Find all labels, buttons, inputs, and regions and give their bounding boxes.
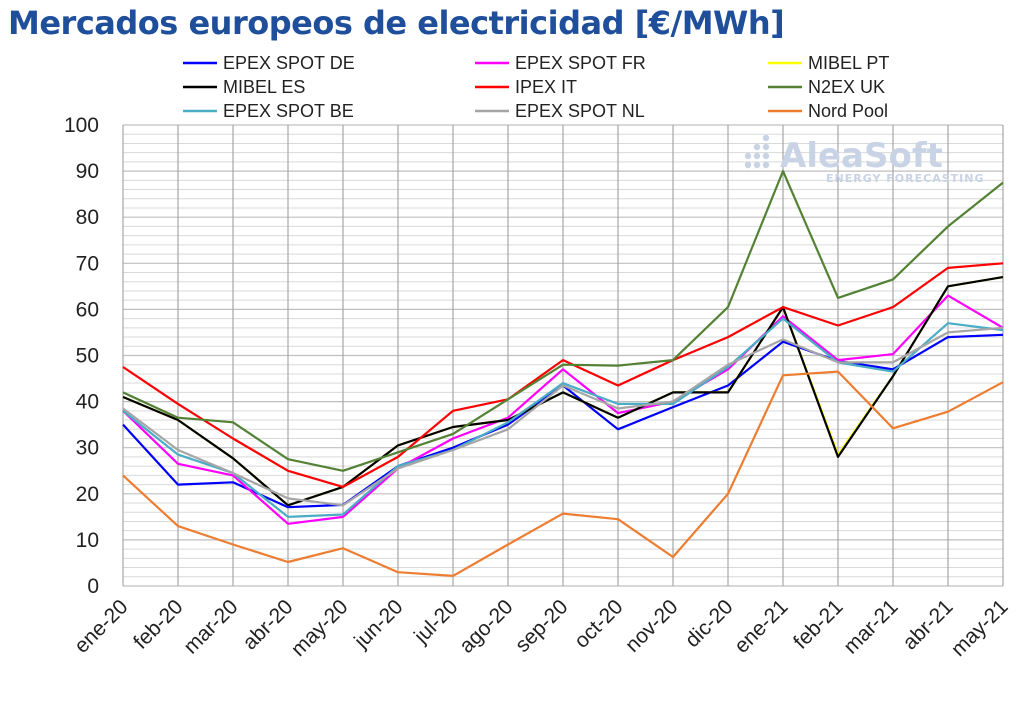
legend-label: EPEX SPOT BE bbox=[223, 101, 354, 121]
watermark-dot bbox=[762, 161, 770, 169]
y-tick-label: 70 bbox=[76, 252, 99, 275]
series-line bbox=[122, 326, 1004, 507]
y-tick-label: 80 bbox=[76, 206, 99, 229]
y-tick-label: 50 bbox=[76, 345, 99, 368]
y-tick-label: 40 bbox=[76, 391, 99, 414]
series-line bbox=[122, 170, 1004, 472]
legend-label: N2EX UK bbox=[808, 77, 885, 97]
x-tick-label: ene-21 bbox=[730, 595, 793, 658]
chart-title: Mercados europeos de electricidad [€/MWh… bbox=[8, 4, 785, 42]
watermark-dot bbox=[753, 152, 761, 160]
y-tick-label: 90 bbox=[76, 160, 99, 183]
x-tick-label: jun-20 bbox=[349, 595, 407, 653]
series-line bbox=[122, 370, 1004, 578]
y-tick-label: 20 bbox=[76, 483, 99, 506]
watermark-dot bbox=[744, 161, 752, 169]
x-tick-label: feb-21 bbox=[789, 595, 847, 653]
y-tick-label: 30 bbox=[76, 437, 99, 460]
x-tick-label: jul-20 bbox=[409, 595, 462, 648]
legend-label: EPEX SPOT DE bbox=[223, 53, 355, 73]
legend: EPEX SPOT DE EPEX SPOT FR MIBEL PT MIBEL ES… bbox=[183, 53, 889, 121]
x-tick-label: mar-20 bbox=[179, 595, 242, 658]
legend-label: EPEX SPOT NL bbox=[515, 101, 645, 121]
series-line bbox=[122, 317, 1004, 519]
watermark-subtitle: ENERGY FORECASTING bbox=[826, 172, 984, 185]
legend-label: MIBEL ES bbox=[223, 77, 305, 97]
watermark-dot bbox=[762, 143, 770, 151]
x-tick-label: ago-20 bbox=[455, 595, 518, 658]
axes: 0 10 20 30 40 50 60 70 80 90 100 ene-20feb-20mar-20… bbox=[64, 114, 1013, 661]
x-tick-label: sep-20 bbox=[511, 595, 573, 657]
legend-label: MIBEL PT bbox=[808, 53, 889, 73]
series-line bbox=[122, 262, 1004, 488]
x-tick-label: ene-20 bbox=[70, 595, 133, 658]
watermark-dot bbox=[762, 134, 770, 142]
series-lines bbox=[122, 170, 1004, 578]
legend-label: Nord Pool bbox=[808, 101, 888, 121]
watermark-dot bbox=[744, 152, 752, 160]
x-tick-label: dic-20 bbox=[681, 595, 738, 652]
watermark-dot bbox=[753, 161, 761, 169]
x-tick-label: oct-20 bbox=[570, 595, 628, 653]
x-tick-label: feb-20 bbox=[129, 595, 187, 653]
y-tick-label: 100 bbox=[64, 114, 99, 137]
x-tick-label: may-20 bbox=[287, 595, 353, 661]
x-tick-label: may-21 bbox=[947, 595, 1013, 661]
y-tick-label: 60 bbox=[76, 298, 99, 321]
x-tick-label: mar-21 bbox=[839, 595, 902, 658]
y-tick-label: 10 bbox=[76, 529, 99, 552]
y-tick-label: 0 bbox=[87, 575, 99, 598]
watermark-text: AleaSoft bbox=[780, 136, 943, 176]
series-line bbox=[122, 294, 1004, 525]
watermark-dot bbox=[762, 152, 770, 160]
x-tick-label: nov-20 bbox=[621, 595, 683, 657]
legend-label: IPEX IT bbox=[515, 77, 577, 97]
watermark-dot bbox=[753, 143, 761, 151]
legend-label: EPEX SPOT FR bbox=[515, 53, 646, 73]
